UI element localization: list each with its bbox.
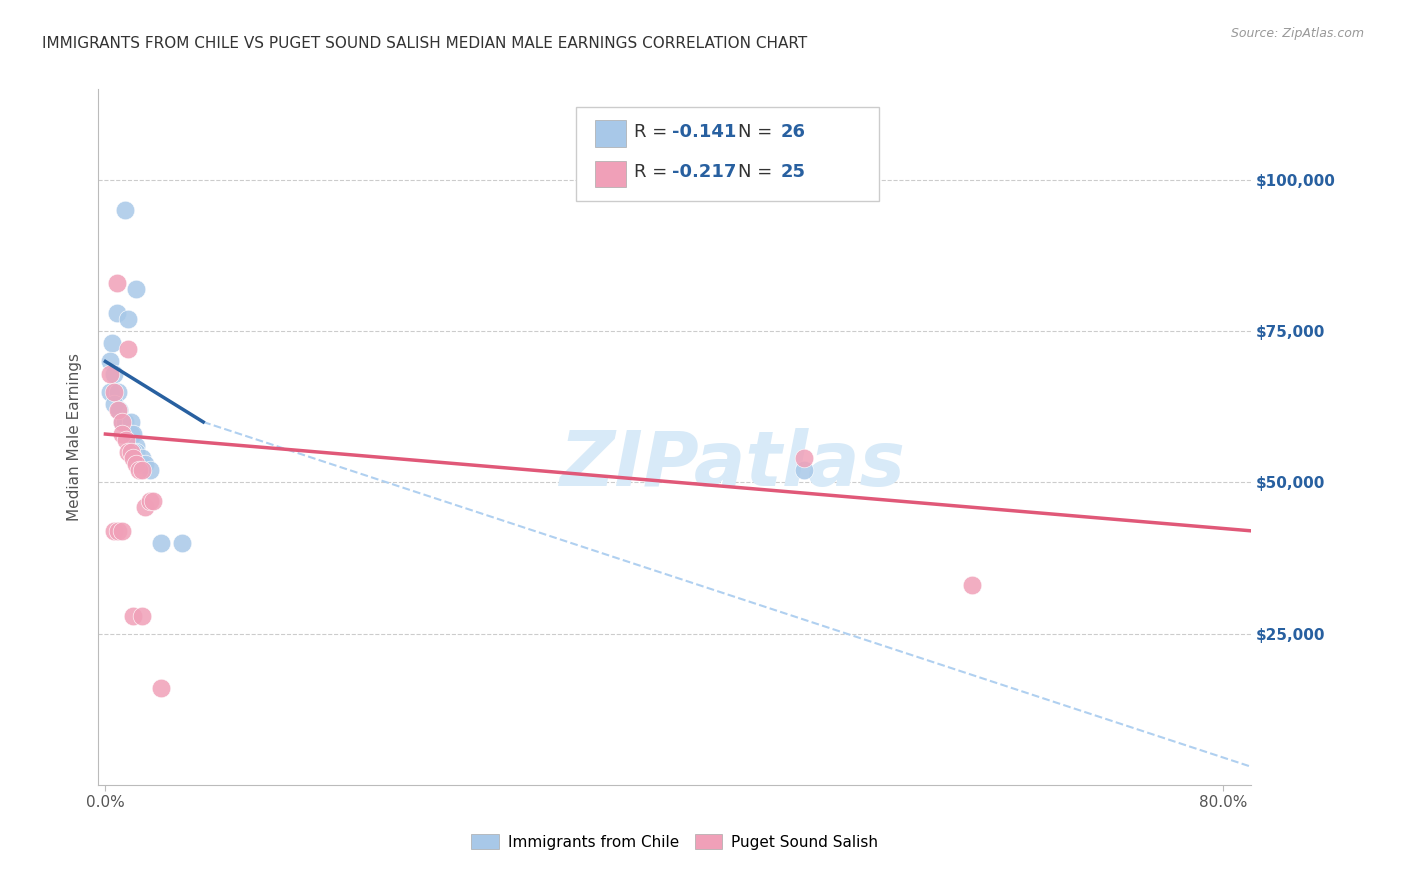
Text: R =: R = xyxy=(634,123,673,141)
Point xyxy=(150,681,173,695)
Point xyxy=(114,415,136,429)
Point xyxy=(122,608,145,623)
Point xyxy=(172,536,194,550)
Point xyxy=(115,433,138,447)
Point xyxy=(122,451,145,466)
Point xyxy=(960,578,983,592)
Text: -0.141: -0.141 xyxy=(672,123,737,141)
Point xyxy=(134,458,156,472)
Point xyxy=(108,402,131,417)
Text: -0.217: -0.217 xyxy=(672,163,737,181)
Point xyxy=(125,282,148,296)
Point xyxy=(120,445,142,459)
Point xyxy=(131,608,153,623)
Y-axis label: Median Male Earnings: Median Male Earnings xyxy=(67,353,83,521)
Point xyxy=(793,463,815,477)
Point xyxy=(131,463,153,477)
Text: 25: 25 xyxy=(780,163,806,181)
Point xyxy=(122,445,145,459)
Point xyxy=(793,451,815,466)
Point xyxy=(139,463,162,477)
Point xyxy=(120,415,142,429)
Legend: Immigrants from Chile, Puget Sound Salish: Immigrants from Chile, Puget Sound Salis… xyxy=(464,827,886,857)
Point xyxy=(98,384,121,399)
Point xyxy=(142,493,165,508)
Point xyxy=(111,415,134,429)
Point xyxy=(128,463,150,477)
Point xyxy=(117,445,139,459)
Text: 26: 26 xyxy=(780,123,806,141)
Point xyxy=(98,367,121,381)
Point xyxy=(111,427,134,442)
Point xyxy=(105,306,128,320)
Point xyxy=(111,524,134,538)
Point xyxy=(101,336,124,351)
Point xyxy=(107,384,129,399)
Text: N =: N = xyxy=(738,123,778,141)
Point xyxy=(120,427,142,442)
Point xyxy=(103,367,125,381)
Text: ZIPatlas: ZIPatlas xyxy=(560,428,905,502)
Point xyxy=(107,402,129,417)
Point xyxy=(103,384,125,399)
Point xyxy=(125,458,148,472)
Point xyxy=(125,445,148,459)
Point xyxy=(131,451,153,466)
Point xyxy=(122,427,145,442)
Point xyxy=(117,312,139,326)
Point xyxy=(134,500,156,514)
Point xyxy=(98,354,121,368)
Point xyxy=(125,439,148,453)
Point xyxy=(103,397,125,411)
Text: R =: R = xyxy=(634,163,673,181)
Point xyxy=(105,276,128,290)
Text: Source: ZipAtlas.com: Source: ZipAtlas.com xyxy=(1230,27,1364,40)
Point xyxy=(131,458,153,472)
Point xyxy=(150,536,173,550)
Point xyxy=(103,524,125,538)
Text: N =: N = xyxy=(738,163,778,181)
Point xyxy=(107,524,129,538)
Point xyxy=(139,493,162,508)
Point xyxy=(111,415,134,429)
Text: IMMIGRANTS FROM CHILE VS PUGET SOUND SALISH MEDIAN MALE EARNINGS CORRELATION CHA: IMMIGRANTS FROM CHILE VS PUGET SOUND SAL… xyxy=(42,36,807,51)
Point xyxy=(117,343,139,357)
Point xyxy=(114,203,136,218)
